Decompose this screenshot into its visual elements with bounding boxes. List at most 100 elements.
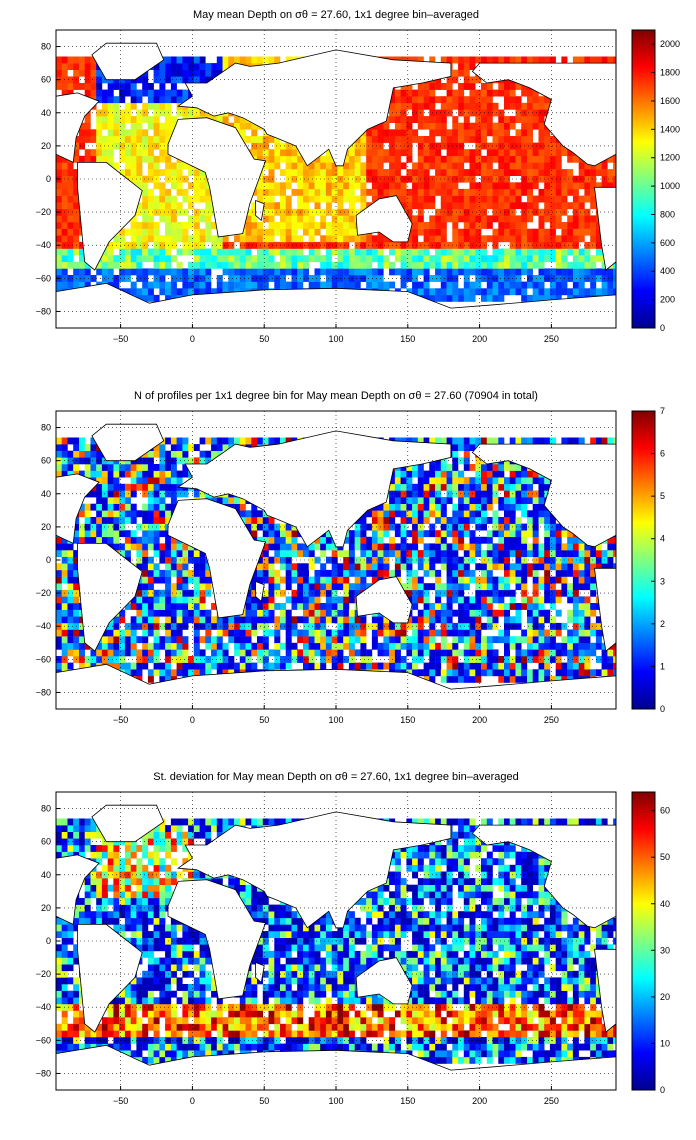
data-cell	[216, 636, 223, 644]
data-cell	[119, 543, 126, 551]
data-cell	[96, 96, 103, 104]
data-cell	[446, 248, 453, 256]
data-cell	[458, 235, 465, 243]
data-cell	[90, 490, 97, 498]
data-cell	[325, 649, 332, 657]
data-cell	[257, 255, 263, 263]
data-cell	[314, 155, 321, 163]
data-cell	[159, 636, 166, 644]
data-cell	[188, 616, 195, 624]
data-cell	[406, 241, 413, 249]
data-cell	[412, 182, 419, 190]
coastline	[176, 49, 452, 167]
data-cell	[549, 281, 556, 289]
data-cell	[481, 294, 487, 302]
data-cell	[101, 477, 108, 485]
data-cell	[291, 228, 298, 236]
data-cell	[56, 261, 62, 269]
data-cell	[245, 222, 252, 229]
data-cell	[188, 609, 195, 617]
data-cell	[176, 76, 183, 84]
data-cell	[463, 63, 470, 70]
data-cell	[383, 149, 390, 157]
data-cell	[458, 83, 465, 90]
data-cell	[170, 89, 177, 97]
data-cell	[452, 76, 459, 84]
data-cell	[61, 603, 68, 610]
data-cell	[452, 195, 459, 203]
data-cell	[274, 241, 281, 249]
data-cell	[504, 195, 510, 203]
data-cell	[176, 208, 183, 216]
data-cell	[199, 490, 206, 498]
data-cell	[73, 583, 80, 591]
data-cell	[79, 241, 85, 249]
data-cell	[73, 56, 80, 64]
data-cell	[79, 142, 85, 150]
data-cell	[176, 182, 183, 190]
data-cell	[222, 281, 229, 289]
data-cell	[572, 182, 579, 190]
data-cell	[498, 235, 505, 243]
data-cell	[119, 503, 126, 511]
data-cell	[481, 202, 487, 210]
data-cell	[222, 437, 229, 445]
data-cell	[314, 162, 321, 170]
data-cell	[147, 162, 154, 170]
data-cell	[498, 56, 505, 64]
data-cell	[182, 669, 189, 677]
data-cell	[182, 556, 189, 564]
data-cell	[504, 268, 510, 276]
data-cell	[567, 182, 574, 190]
data-cell	[124, 149, 131, 157]
data-cell	[412, 248, 419, 256]
data-cell	[170, 596, 177, 604]
data-cell	[394, 162, 401, 170]
data-cell	[297, 182, 304, 190]
data-cell	[222, 268, 229, 276]
data-cell	[331, 550, 338, 557]
data-cell	[584, 228, 591, 236]
data-cell	[159, 268, 166, 276]
data-cell	[337, 228, 344, 236]
data-cell	[211, 222, 218, 229]
data-cell	[182, 268, 189, 276]
panel-profile-count: N of profiles per 1x1 degree bin for May…	[36, 390, 665, 725]
data-cell	[423, 96, 430, 104]
data-cell	[463, 155, 470, 163]
data-cell	[262, 662, 269, 670]
data-cell	[262, 215, 269, 223]
data-cell	[320, 603, 327, 610]
data-cell	[325, 222, 332, 229]
data-cell	[153, 629, 160, 637]
data-cell	[308, 596, 315, 604]
data-cell	[475, 129, 482, 137]
data-cell	[113, 464, 120, 471]
data-cell	[308, 622, 315, 630]
data-cell	[165, 437, 172, 445]
data-cell	[417, 155, 424, 163]
data-cell	[331, 268, 338, 276]
data-cell	[412, 235, 419, 243]
data-cell	[257, 136, 263, 143]
data-cell	[90, 444, 97, 451]
data-cell	[153, 136, 160, 143]
data-cell	[165, 215, 172, 223]
data-cell	[297, 596, 304, 604]
data-cell	[84, 116, 91, 123]
data-cell	[440, 235, 447, 243]
data-cell	[176, 222, 183, 229]
data-cell	[165, 470, 172, 478]
data-cell	[417, 215, 424, 223]
data-cell	[170, 477, 177, 485]
data-cell	[544, 162, 551, 170]
data-cell	[101, 497, 108, 504]
data-cell	[366, 275, 373, 282]
data-cell	[521, 122, 528, 130]
data-cell	[475, 102, 482, 110]
data-cell	[199, 268, 206, 276]
data-cell	[452, 215, 459, 223]
data-cell	[176, 596, 183, 604]
data-cell	[458, 122, 465, 130]
